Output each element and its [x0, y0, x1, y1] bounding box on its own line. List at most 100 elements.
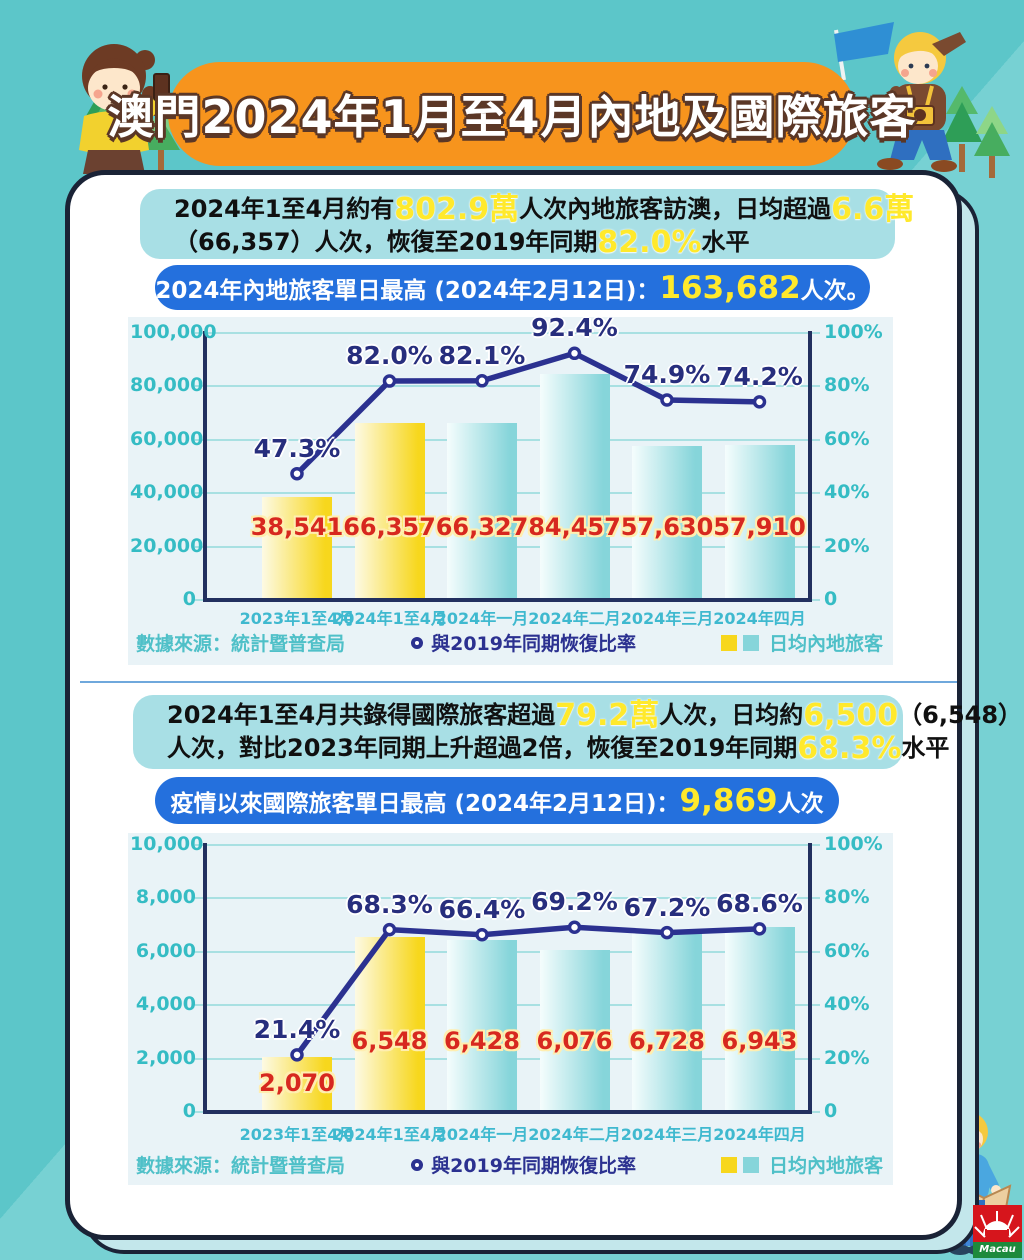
yellow-bar-swatch: [720, 1156, 737, 1173]
bar: [539, 374, 610, 600]
bar-value-label: 6,548: [351, 1027, 428, 1055]
bar-value-label: 84,457: [528, 513, 621, 541]
axis-tick: [812, 332, 820, 334]
right-axis-tick-label: 100%: [824, 833, 883, 855]
line-point-marker: [475, 927, 489, 942]
line-point-marker: [290, 466, 304, 481]
category-label: 2023年1至4月: [239, 1125, 355, 1144]
axis-tick: [812, 385, 820, 388]
axis-tick: [812, 438, 820, 441]
axis-tick: [195, 950, 203, 953]
grid-line: [205, 385, 810, 388]
bar-value-label: 6,428: [444, 1027, 520, 1055]
category-label: 2024年三月: [620, 1125, 714, 1144]
left-axis-tick-label: 8,000: [135, 886, 196, 909]
left-axis-tick-label: 60,000: [130, 427, 204, 450]
section-divider: [80, 681, 957, 683]
line-point-marker: [382, 374, 397, 388]
grid-line: [205, 332, 810, 334]
bar: [262, 1056, 332, 1112]
recovery-percent-label: 66.4%: [438, 894, 526, 924]
right-axis-tick-label: 80%: [824, 886, 870, 909]
line-point-marker: [567, 920, 582, 934]
axis-tick: [812, 897, 820, 900]
bar: [262, 497, 332, 600]
tree-icon: [974, 106, 1010, 178]
bar-series-legend: 日均內地旅客: [720, 629, 883, 656]
axis-tick: [812, 599, 820, 601]
recovery-percent-label: 82.0%: [346, 341, 433, 371]
summary-line: 人次，對比2023年同期上升超過2倍，恢復至2019年同期68.3%水平: [167, 731, 950, 766]
mgto-logo: Macau: [973, 1205, 1022, 1258]
teal-bar-swatch: [742, 634, 759, 651]
bar: [354, 422, 425, 600]
bar: [632, 932, 702, 1112]
bar: [447, 940, 517, 1112]
recovery-percent-label: 67.2%: [623, 892, 711, 922]
bar-value-label: 38,541: [250, 513, 344, 541]
right-axis-tick-label: 40%: [824, 481, 870, 504]
recovery-percent-label: 21.4%: [253, 1014, 341, 1044]
right-axis-tick-label: 0: [824, 1100, 838, 1122]
right-axis-tick-label: 0: [824, 588, 838, 610]
axis-tick: [812, 844, 820, 846]
right-axis-tick-label: 100%: [824, 321, 883, 343]
right-axis-tick-label: 20%: [824, 534, 870, 557]
axis-tick: [812, 1004, 820, 1007]
bar: [632, 446, 702, 600]
left-axis-tick-label: 4,000: [135, 993, 196, 1016]
line-point-marker: [660, 393, 674, 407]
logo-text: Macau: [979, 1244, 1016, 1255]
left-axis-line: [203, 843, 207, 1114]
tree-icon: [942, 86, 982, 172]
recovery-percent-label: 92.4%: [531, 313, 618, 343]
bar: [447, 422, 517, 600]
axis-tick: [812, 1111, 820, 1113]
right-axis-line: [808, 843, 812, 1114]
category-label: 2024年二月: [528, 1125, 621, 1144]
lotus-dome-icon: [974, 1211, 1020, 1242]
international-summary-box: 2024年1至4月共錄得國際旅客超過79.2萬人次，日均約6,500（6,548…: [133, 695, 1022, 769]
axis-tick: [195, 438, 203, 441]
right-axis-tick-label: 40%: [824, 993, 870, 1016]
axis-tick: [195, 599, 203, 601]
bar: [354, 937, 425, 1112]
line-point-marker: [660, 925, 674, 940]
page-title: 澳門2024年1月至4月內地及國際旅客: [107, 90, 917, 144]
axis-tick: [195, 385, 203, 388]
line-marker-icon: [411, 636, 424, 649]
summary-line: 2024年1至4月約有802.9萬人次內地旅客訪澳，日均超過6.6萬: [174, 192, 915, 227]
right-axis-line: [808, 331, 812, 602]
right-axis-tick-label: 20%: [824, 1046, 870, 1069]
recovery-percent-label: 74.2%: [716, 361, 803, 391]
recovery-percent-label: 68.6%: [716, 888, 803, 918]
right-axis-tick-label: 60%: [824, 939, 870, 962]
bottom-axis-line: [203, 598, 812, 602]
left-axis-tick-label: 6,000: [135, 939, 196, 962]
chart-footer: 數據來源：統計暨普查局 與2019年同期恢復比率 日均內地旅客: [136, 629, 883, 656]
content-card: 2024年1至4月約有802.9萬人次內地旅客訪澳，日均超過6.6萬 （66,3…: [65, 170, 1022, 1240]
bar-value-label: 66,357: [343, 513, 436, 541]
category-label: 2024年一月: [435, 609, 529, 628]
left-axis-line: [203, 331, 207, 602]
axis-tick: [195, 492, 203, 495]
axis-tick: [812, 950, 820, 953]
category-label: 2024年1至4月: [332, 609, 447, 628]
left-axis-tick-label: 100,000: [130, 321, 217, 343]
bottom-axis-line: [203, 1110, 812, 1114]
bar-value-label: 6,076: [536, 1027, 613, 1055]
data-source-label: 數據來源：統計暨普查局: [136, 1155, 346, 1177]
line-point-marker: [290, 1048, 304, 1062]
bar-value-label: 66,327: [435, 513, 529, 541]
left-axis-tick-label: 20,000: [130, 534, 204, 557]
bar-value-label: 6,728: [629, 1027, 705, 1055]
grid-line: [205, 844, 810, 846]
category-label: 2024年一月: [435, 1125, 529, 1144]
recovery-line-series: [290, 920, 767, 1062]
axis-tick: [195, 1111, 203, 1113]
bar-value-label: 57,630: [620, 513, 714, 541]
right-axis-tick-label: 60%: [824, 427, 870, 450]
axis-tick: [195, 1004, 203, 1007]
grid-line: [205, 897, 810, 900]
